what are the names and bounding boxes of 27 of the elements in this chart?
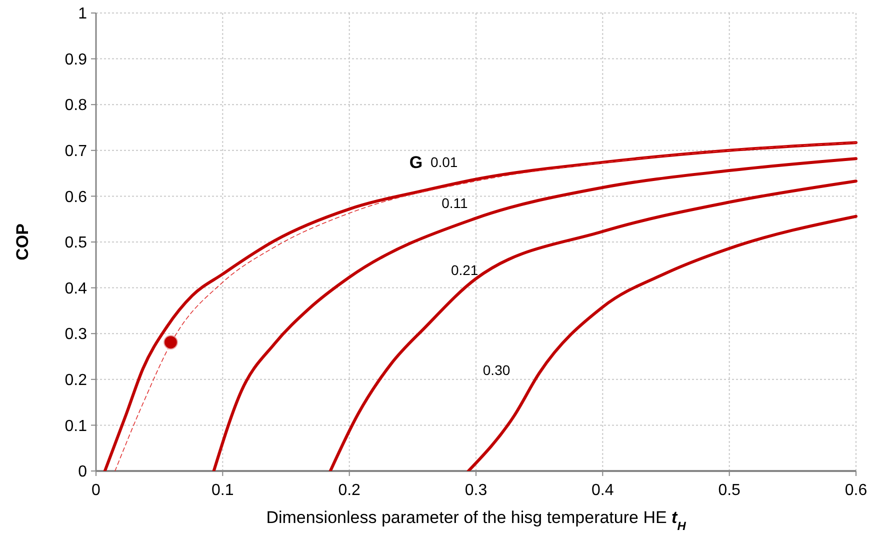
y-tick-label: 0.4 xyxy=(64,280,88,298)
line-series xyxy=(212,157,858,471)
y-tick-label: 1 xyxy=(78,6,88,23)
y-tick-label: 0 xyxy=(78,464,88,481)
x-tick-label: 0.1 xyxy=(212,482,234,499)
annotation: 0.01 xyxy=(430,154,458,170)
y-tick-label: 0.7 xyxy=(64,143,88,160)
annotation: 0.21 xyxy=(450,262,478,278)
x-tick-label: 0.2 xyxy=(338,482,361,499)
annotation: G xyxy=(409,152,423,172)
y-tick-label: 0.9 xyxy=(64,51,88,68)
y-axis-title: COP xyxy=(13,224,32,260)
line-series xyxy=(328,180,858,471)
x-axis-title: Dimensionless parameter of the hisg temperature HE t$_{H}$ xyxy=(266,508,686,533)
y-tick-label: 0.8 xyxy=(64,97,88,114)
annotation: 0.11 xyxy=(442,194,468,211)
x-tick-label: 0 xyxy=(92,482,101,499)
annotation: 0.30 xyxy=(482,362,510,378)
y-tick-label: 0.3 xyxy=(64,326,88,344)
x-tick-label: 0.6 xyxy=(844,482,868,499)
x-tick-label: 0.3 xyxy=(464,482,488,499)
y-tick-label: 0.1 xyxy=(64,418,88,435)
y-tick-label: 0.2 xyxy=(64,372,88,389)
x-tick-label: 0.4 xyxy=(592,482,614,499)
y-tick-label: 0.6 xyxy=(64,188,88,206)
y-tick-label: 0.5 xyxy=(64,234,88,252)
x-tick-label: 0.5 xyxy=(718,482,741,499)
